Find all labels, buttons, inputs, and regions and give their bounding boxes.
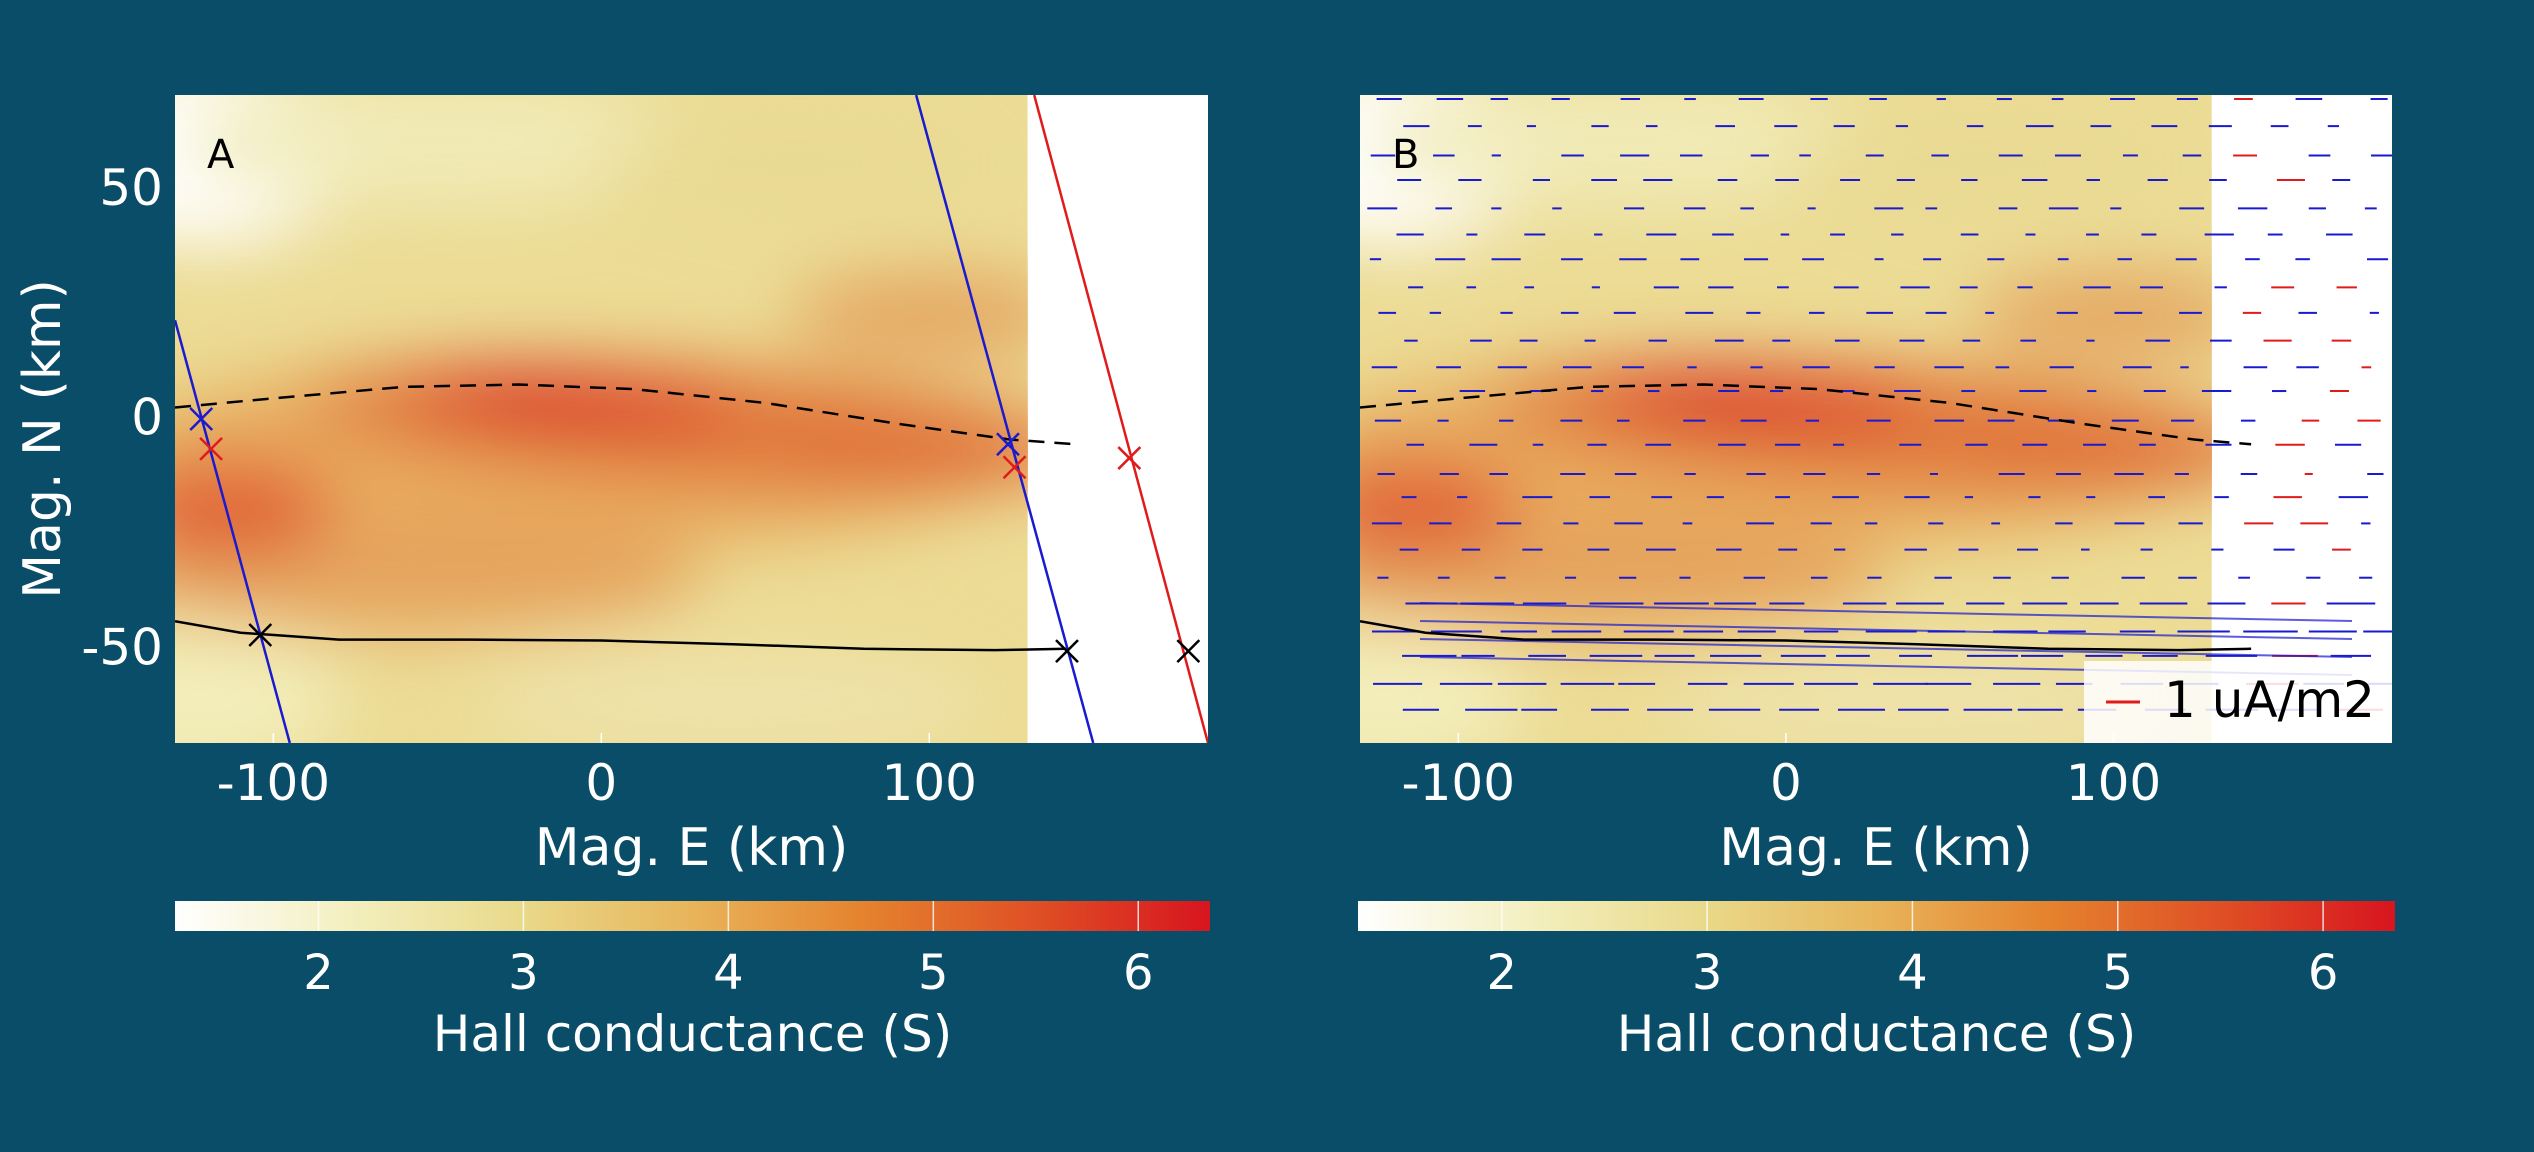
x-marker bbox=[189, 407, 214, 431]
colorbar-tick-label: 5 bbox=[2103, 945, 2134, 1001]
heatmap-blob bbox=[1973, 270, 2212, 361]
x-marker bbox=[248, 623, 273, 647]
heatmap bbox=[1360, 95, 2212, 743]
colorbar-label: Hall conductance (S) bbox=[433, 1005, 952, 1063]
panel-label: B bbox=[1392, 132, 1419, 178]
heatmap-blob bbox=[789, 270, 1028, 361]
heatmap-blob bbox=[175, 460, 335, 557]
solid-boundary bbox=[1360, 619, 2252, 652]
x-tick-label: 0 bbox=[585, 754, 617, 812]
colorbar-tick-label: 4 bbox=[713, 945, 744, 1001]
x-tick-label: 100 bbox=[2066, 754, 2161, 812]
overlays bbox=[1360, 98, 2392, 711]
colorbar-tick-label: 5 bbox=[918, 945, 949, 1001]
colorbar-gradient bbox=[175, 901, 1210, 931]
heatmap-blob bbox=[1941, 422, 2212, 485]
current-arrows bbox=[1367, 98, 2392, 711]
heatmap-blob bbox=[175, 631, 342, 743]
heatmap-blob bbox=[1360, 460, 1520, 557]
x-axis-label: Mag. E (km) bbox=[1719, 818, 2033, 878]
colorbar-tick-label: 3 bbox=[508, 945, 539, 1001]
heatmap-blob bbox=[598, 103, 999, 224]
current-arrow bbox=[1419, 620, 2353, 640]
heatmap-blob bbox=[465, 381, 606, 415]
heatmap-blob bbox=[1362, 95, 1883, 211]
y-axis-label: Mag. N (km) bbox=[13, 279, 73, 599]
current-arrow bbox=[1419, 602, 2353, 622]
colorbar-tick-label: 6 bbox=[1123, 945, 1154, 1001]
heatmap-blob bbox=[1657, 646, 2177, 743]
heatmap-blob bbox=[1360, 631, 1527, 743]
panel-label: A bbox=[207, 132, 235, 178]
heatmap-blob bbox=[177, 95, 698, 211]
heatmap bbox=[175, 95, 1028, 743]
heatmap-field bbox=[1360, 95, 2212, 743]
overlays bbox=[175, 95, 1208, 743]
track-line bbox=[175, 319, 291, 743]
colorbar-gradient bbox=[1358, 901, 2395, 931]
dashed-boundary bbox=[1360, 383, 2252, 446]
x-tick-label: 0 bbox=[1770, 754, 1802, 812]
legend: 1 uA/m2 bbox=[2084, 661, 2392, 743]
dashed-boundary bbox=[175, 383, 1077, 446]
x-tick-label: -100 bbox=[1402, 754, 1515, 812]
x-axis-label: Mag. E (km) bbox=[535, 818, 849, 878]
colorbar-tick-label: 3 bbox=[1692, 945, 1723, 1001]
heatmap-blob bbox=[1650, 381, 1791, 415]
panel-a: A -100 0 100 50 0 -50 Mag. E (km) Mag. N (km) 2 3 4… bbox=[13, 95, 1210, 1063]
y-tick-label: 0 bbox=[131, 389, 163, 447]
x-marker bbox=[1117, 446, 1142, 470]
solid-boundary bbox=[175, 619, 1068, 652]
y-tick-label: -50 bbox=[81, 618, 163, 676]
current-arrow bbox=[1419, 638, 2353, 658]
heatmap-blob bbox=[1782, 103, 2183, 224]
colorbar-tick-label: 6 bbox=[2308, 945, 2339, 1001]
colorbar: 2 3 4 5 6 Hall conductance (S) bbox=[1358, 901, 2395, 1063]
heatmap-field bbox=[175, 95, 1028, 743]
x-tick-label: 100 bbox=[882, 754, 977, 812]
heatmap-blob bbox=[472, 646, 993, 743]
x-marker bbox=[1002, 455, 1027, 480]
x-marker bbox=[1055, 639, 1079, 663]
y-tick-label: 50 bbox=[99, 159, 163, 217]
colorbar-label: Hall conductance (S) bbox=[1617, 1005, 2136, 1063]
x-marker bbox=[1176, 639, 1201, 663]
colorbar-tick-label: 4 bbox=[1897, 945, 1928, 1001]
legend-label: 1 uA/m2 bbox=[2164, 671, 2375, 729]
x-tick-label: -100 bbox=[217, 754, 330, 812]
heatmap-blob bbox=[175, 522, 705, 633]
x-marker bbox=[199, 436, 223, 461]
track-line bbox=[914, 95, 1095, 743]
heatmap-blob bbox=[757, 422, 1028, 485]
colorbar-tick-label: 2 bbox=[303, 945, 334, 1001]
track-line bbox=[1032, 95, 1208, 743]
panel-b: 1 uA/m2 B -100 0 100 Mag. E (km) 2 3 4 5 6 Hall con… bbox=[1358, 95, 2395, 1063]
x-marker bbox=[996, 432, 1020, 457]
colorbar: 2 3 4 5 6 Hall conductance (S) bbox=[175, 901, 1210, 1063]
colorbar-tick-label: 2 bbox=[1486, 945, 1517, 1001]
